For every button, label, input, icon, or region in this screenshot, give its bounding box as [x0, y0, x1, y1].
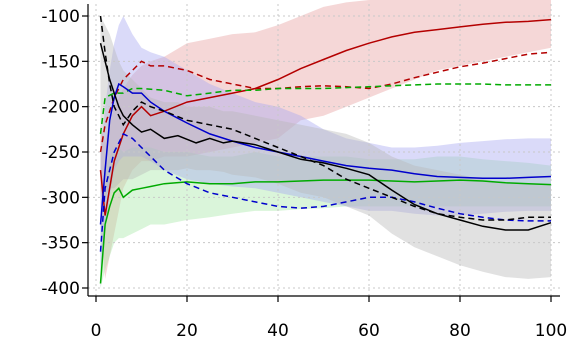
- series-lines: [99, 15, 552, 284]
- x-tick-label: 0: [91, 321, 102, 341]
- x-tick-label: 80: [449, 321, 471, 341]
- series-line-solid: [99, 179, 552, 284]
- y-tick-label: -350: [41, 234, 80, 254]
- series-line-dashed: [99, 15, 551, 221]
- x-tick-label: 20: [176, 321, 198, 341]
- x-tick-label: 60: [358, 321, 380, 341]
- series-line-solid: [99, 18, 552, 216]
- grid-lines: [88, 4, 560, 296]
- y-axis-ticks: -100 -150 -200 -250 -300 -350 -400: [41, 7, 88, 299]
- x-axis-ticks: 0 20 40 60 80 100: [91, 296, 567, 341]
- confidence-bands: [100, 0, 551, 288]
- y-tick-label: -300: [41, 188, 80, 208]
- confidence-band: [100, 147, 551, 288]
- axes: [87, 4, 560, 297]
- y-tick-label: -400: [41, 279, 80, 299]
- y-tick-label: -150: [41, 52, 80, 72]
- y-tick-label: -100: [41, 7, 80, 27]
- series-line-dashed: [99, 132, 551, 252]
- x-tick-label: 40: [267, 321, 289, 341]
- confidence-band: [100, 0, 551, 279]
- confidence-band: [100, 16, 551, 288]
- x-tick-label: 100: [535, 321, 567, 341]
- series-line-solid: [99, 82, 552, 225]
- y-tick-label: -250: [41, 143, 80, 163]
- y-tick-label: -200: [41, 98, 80, 118]
- confidence-band: [100, 16, 551, 279]
- series-line-dashed: [99, 83, 551, 134]
